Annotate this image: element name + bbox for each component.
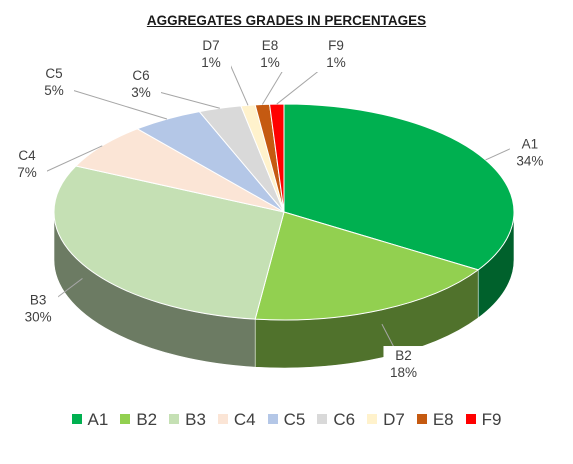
slice-f9: [268, 103, 285, 213]
slice-label-category: B3: [30, 292, 47, 307]
slice-label-percent: 18%: [390, 365, 417, 380]
leader-line: [158, 91, 220, 109]
legend-label: F9: [481, 410, 502, 429]
legend-swatch: [317, 414, 328, 424]
legend-item-e8: E8: [416, 410, 454, 430]
slice-label-percent: 34%: [516, 154, 543, 169]
slice-label-category: B2: [395, 348, 412, 363]
slice-label-background: [191, 36, 231, 72]
legend-swatch: [71, 414, 82, 424]
legend-label: A1: [87, 410, 109, 429]
slice-label-category: E8: [262, 38, 279, 53]
slice-label-category: C5: [45, 66, 62, 81]
slice-label-category: F9: [328, 38, 344, 53]
slice-label-percent: 7%: [17, 165, 37, 180]
legend-swatch: [367, 414, 378, 424]
legend-label: B2: [136, 410, 158, 429]
slice-b3: [53, 165, 285, 320]
slice-label-percent: 30%: [25, 309, 52, 324]
slice-label-percent: 1%: [326, 55, 346, 70]
legend-swatch: [465, 414, 476, 424]
slice-label-background: [121, 66, 161, 102]
leader-lines: [44, 61, 525, 355]
slice-label-percent: 1%: [201, 55, 221, 70]
slice-label-category: C6: [132, 68, 149, 83]
legend-item-b3: B3: [169, 410, 206, 430]
leader-line: [44, 145, 103, 173]
slice-label-category: C4: [18, 148, 36, 163]
legend-label: C4: [233, 410, 256, 429]
legend-item-b2: B2: [120, 410, 157, 430]
legend-item-c6: C6: [317, 410, 355, 430]
slice-label-background: [383, 346, 424, 383]
slice-label-background: [18, 290, 59, 327]
legend-item-a1: A1: [71, 410, 109, 430]
legend-item-c5: C5: [267, 410, 306, 430]
slice-c4: [74, 128, 285, 213]
legend-label: E8: [432, 410, 454, 429]
slice-b2: [254, 211, 480, 321]
legend-label: C6: [333, 410, 356, 429]
slice-label-category: D7: [202, 38, 219, 53]
slice-label-background: [316, 36, 356, 72]
legend-label: D7: [383, 410, 405, 429]
pie-top-layer: [53, 103, 515, 321]
slice-label-background: [34, 64, 74, 100]
slice-label-percent: 1%: [260, 55, 280, 70]
slice-labels: A1 34% B2 18% B3 30% C4 7% C5 5% C6 3% D7 1% E8 1% F9 1%: [7, 36, 550, 383]
legend-label: B3: [185, 410, 206, 429]
leader-line: [228, 61, 249, 106]
legend-item-d7: D7: [367, 410, 405, 430]
slice-label-background: [509, 134, 550, 171]
legend-item-f9: F9: [465, 410, 502, 430]
legend-swatch: [416, 414, 427, 424]
legend-swatch: [120, 414, 131, 424]
slice-label-percent: 5%: [44, 83, 64, 98]
legend-swatch: [267, 414, 278, 424]
slice-a1: [283, 103, 515, 271]
legend-swatch: [217, 414, 228, 424]
leader-line: [55, 278, 83, 299]
leader-line: [71, 89, 168, 120]
slice-label-background: [250, 36, 290, 72]
legend-label: C5: [283, 410, 306, 429]
legend-swatch: [169, 414, 180, 424]
slice-label-background: [7, 146, 47, 182]
legend: A1 B2 B3 C4 C5 C6 D7 E8 F9: [0, 410, 573, 430]
legend-item-c4: C4: [217, 410, 256, 430]
slice-label-percent: 3%: [131, 85, 151, 100]
slice-label-category: A1: [522, 137, 539, 152]
chart-title: AGGREGATES GRADES IN PERCENTAGES: [146, 13, 427, 28]
